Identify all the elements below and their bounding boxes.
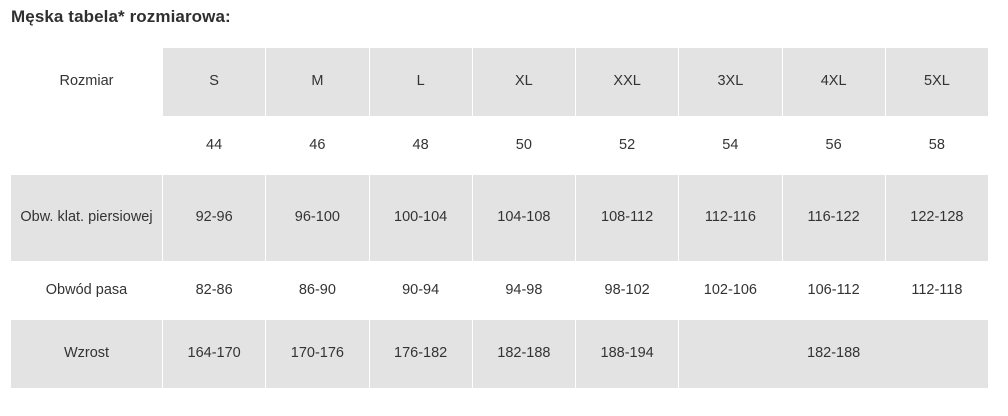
numeric-size-3xl: 54 xyxy=(678,116,783,175)
height-size-xxl: 188-194 xyxy=(574,319,680,389)
header-size-xxl: XXL xyxy=(574,47,680,117)
header-size-m: M xyxy=(265,47,370,117)
waist-size-5xl: 112-118 xyxy=(884,261,990,320)
chest-row-label: Obw. klat. piersiowej xyxy=(10,174,163,262)
numeric-size-xxl: 52 xyxy=(574,116,680,175)
header-size-4xl: 4XL xyxy=(781,47,886,117)
chest-size-xxl: 108-112 xyxy=(574,174,680,262)
numeric-size-l: 48 xyxy=(368,116,473,175)
height-size-l: 176-182 xyxy=(368,319,473,389)
height-size-m: 170-176 xyxy=(265,319,370,389)
waist-row-label: Obwód pasa xyxy=(10,261,163,320)
numeric-size-5xl: 58 xyxy=(884,116,990,175)
header-size-5xl: 5XL xyxy=(884,47,990,117)
height-size-xl: 182-188 xyxy=(471,319,577,389)
waist-size-s: 82-86 xyxy=(161,261,267,320)
table-row-header: Rozmiar S M L XL XXL 3XL 4XL 5XL xyxy=(10,47,990,117)
size-table: Rozmiar S M L XL XXL 3XL 4XL 5XL 44 46 4… xyxy=(10,47,990,389)
size-table-container: Rozmiar S M L XL XXL 3XL 4XL 5XL 44 46 4… xyxy=(10,47,990,389)
header-size-3xl: 3XL xyxy=(678,47,783,117)
header-size-xl: XL xyxy=(471,47,577,117)
header-label-rozmiar: Rozmiar xyxy=(10,47,163,117)
chest-size-3xl: 112-116 xyxy=(678,174,783,262)
waist-size-xxl: 98-102 xyxy=(574,261,680,320)
chest-size-xl: 104-108 xyxy=(471,174,577,262)
header-size-s: S xyxy=(161,47,267,117)
height-size-3xl-5xl-merged: 182-188 xyxy=(678,319,989,389)
waist-size-4xl: 106-112 xyxy=(781,261,886,320)
numeric-size-4xl: 56 xyxy=(781,116,886,175)
waist-size-xl: 94-98 xyxy=(471,261,577,320)
table-row-chest: Obw. klat. piersiowej 92-96 96-100 100-1… xyxy=(10,174,990,262)
height-size-s: 164-170 xyxy=(161,319,267,389)
chest-size-m: 96-100 xyxy=(265,174,370,262)
table-row-waist: Obwód pasa 82-86 86-90 90-94 94-98 98-10… xyxy=(10,261,990,320)
numeric-size-s: 44 xyxy=(161,116,267,175)
numeric-size-xl: 50 xyxy=(471,116,577,175)
chest-size-5xl: 122-128 xyxy=(884,174,990,262)
waist-size-3xl: 102-106 xyxy=(678,261,783,320)
chest-size-4xl: 116-122 xyxy=(781,174,886,262)
table-row-numeric-sizes: 44 46 48 50 52 54 56 58 xyxy=(10,116,990,175)
waist-size-m: 86-90 xyxy=(265,261,370,320)
height-row-label: Wzrost xyxy=(10,319,163,389)
header-size-l: L xyxy=(368,47,473,117)
chest-size-s: 92-96 xyxy=(161,174,267,262)
waist-size-l: 90-94 xyxy=(368,261,473,320)
numeric-size-m: 46 xyxy=(265,116,370,175)
page-title: Męska tabela* rozmiarowa: xyxy=(11,7,231,26)
table-row-height: Wzrost 164-170 170-176 176-182 182-188 1… xyxy=(10,319,989,389)
numeric-row-label xyxy=(10,116,163,175)
chest-size-l: 100-104 xyxy=(368,174,473,262)
